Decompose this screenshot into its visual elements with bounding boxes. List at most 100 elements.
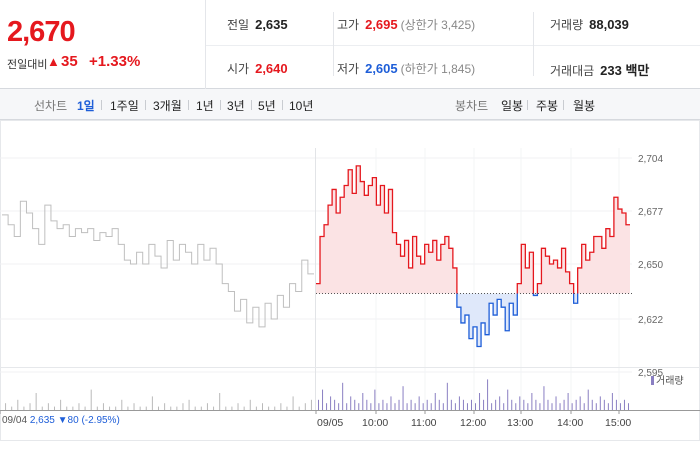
volume-bar bbox=[398, 399, 400, 410]
chart-canvas[interactable]: 2,595 2,622 2,650 2,677 2,704 09/05 10:00 11:00… bbox=[0, 120, 700, 450]
quote-header: 2,670 전일대비 ▲ 35 +1.33% 전일 2,635 시가 2,640 고… bbox=[0, 0, 700, 89]
x-tick-label: 14:00 bbox=[557, 417, 583, 429]
volume-bar bbox=[495, 399, 497, 410]
candle-monthly-button[interactable]: 월봉 bbox=[573, 99, 596, 113]
low-label: 저가 bbox=[337, 62, 360, 76]
volume-bar bbox=[527, 403, 529, 410]
period-10y-button[interactable]: 10년 bbox=[289, 99, 314, 113]
volume-label: 거래량 bbox=[550, 18, 584, 32]
volume-bar bbox=[29, 403, 31, 410]
volume-bar bbox=[370, 403, 372, 410]
volume-bar bbox=[139, 406, 141, 410]
period-3m-button[interactable]: 3개월 bbox=[153, 99, 182, 113]
volume-bar bbox=[145, 406, 147, 410]
divider bbox=[220, 100, 221, 110]
volume-bar bbox=[274, 406, 276, 410]
prev-day-line bbox=[2, 200, 314, 328]
volume-bar bbox=[35, 393, 37, 410]
prev-close-value: 2,635 bbox=[255, 17, 288, 32]
candle-daily-button[interactable]: 일봉 bbox=[501, 99, 524, 113]
divider bbox=[563, 100, 564, 110]
volume-value: 88,039 bbox=[589, 17, 629, 32]
volume-bar bbox=[422, 403, 424, 410]
volume-bar bbox=[346, 403, 348, 410]
volume-bar bbox=[47, 403, 49, 410]
current-day-line-up bbox=[316, 165, 630, 294]
volume-bar bbox=[158, 406, 159, 410]
prev-day-info: 09/04 2,635 ▼80 (-2.95%) bbox=[2, 415, 120, 426]
price-summary: 2,670 전일대비 ▲ 35 +1.33% bbox=[0, 0, 206, 89]
volume-stat: 거래량 88,039 bbox=[550, 16, 629, 33]
volume-bar bbox=[603, 399, 605, 410]
volume-bar bbox=[115, 406, 117, 410]
prev-close-stat: 전일 2,635 bbox=[227, 16, 288, 33]
volume-bar bbox=[462, 399, 464, 410]
volume-bar bbox=[310, 399, 312, 410]
prev-close-label: 전일 bbox=[227, 18, 250, 32]
volume-bar bbox=[418, 396, 420, 410]
volume-bar bbox=[17, 399, 19, 410]
volume-bar bbox=[358, 403, 360, 410]
up-arrow-icon: ▲ bbox=[47, 54, 60, 69]
change-rate: +1.33% bbox=[89, 53, 141, 70]
volume-bar bbox=[515, 403, 517, 410]
period-5y-button[interactable]: 5년 bbox=[258, 99, 276, 113]
volume-bar bbox=[555, 396, 557, 410]
volume-bar bbox=[479, 393, 481, 410]
period-1w-button[interactable]: 1주일 bbox=[110, 99, 139, 113]
upper-limit: (상한가 3,425) bbox=[400, 18, 476, 32]
period-3y-button[interactable]: 3년 bbox=[227, 99, 245, 113]
volume-bar bbox=[292, 396, 294, 410]
volume-bar bbox=[121, 399, 123, 410]
x-tick-label: 12:00 bbox=[460, 417, 486, 429]
up-area bbox=[316, 165, 630, 294]
volume-bar bbox=[78, 403, 80, 410]
volume-bar bbox=[511, 399, 513, 410]
volume-bar bbox=[595, 403, 597, 410]
volume-bar bbox=[563, 399, 565, 410]
volume-bar bbox=[523, 399, 525, 410]
period-1y-button[interactable]: 1년 bbox=[196, 99, 214, 113]
volume-bar bbox=[587, 389, 589, 410]
volume-swatch-icon bbox=[651, 376, 654, 385]
high-label: 고가 bbox=[337, 18, 360, 32]
volume-bar bbox=[619, 403, 621, 410]
volume-bar bbox=[164, 403, 166, 410]
x-tick-label: 13:00 bbox=[507, 417, 533, 429]
price-chart[interactable]: 2,595 2,622 2,650 2,677 2,704 09/05 10:00 11:00… bbox=[0, 120, 700, 450]
volume-bar bbox=[350, 396, 352, 410]
volume-bar bbox=[475, 403, 477, 410]
volume-bar bbox=[531, 393, 533, 410]
volume-bar bbox=[567, 393, 569, 410]
down-area bbox=[316, 293, 630, 347]
high-stat: 고가 2,695 (상한가 3,425) bbox=[337, 16, 475, 33]
volume-bar bbox=[438, 399, 440, 410]
low-value: 2,605 bbox=[365, 61, 398, 76]
candle-weekly-button[interactable]: 주봉 bbox=[536, 99, 559, 113]
prev-day-rate: (-2.95%) bbox=[81, 415, 120, 426]
prev-day-change: ▼80 bbox=[57, 415, 79, 426]
low-stat: 저가 2,605 (하한가 1,845) bbox=[337, 60, 475, 77]
volume-bar bbox=[579, 396, 581, 410]
volume-bar bbox=[322, 389, 324, 410]
volume-bar bbox=[237, 403, 239, 410]
y-tick-label: 2,650 bbox=[638, 260, 663, 271]
period-1d-button[interactable]: 1일 bbox=[77, 99, 95, 113]
x-tick-label: 11:00 bbox=[411, 417, 437, 429]
divider bbox=[251, 100, 252, 110]
divider bbox=[527, 100, 528, 110]
volume-bar bbox=[330, 396, 332, 410]
y-tick-label: 2,677 bbox=[638, 207, 663, 218]
volume-bar bbox=[249, 399, 251, 410]
volume-bar bbox=[286, 406, 288, 410]
volume-bar bbox=[318, 399, 320, 410]
volume-bar bbox=[213, 406, 215, 410]
volume-bar bbox=[466, 403, 468, 410]
volume-bar bbox=[268, 406, 270, 410]
volume-bar bbox=[491, 403, 493, 410]
volume-bar bbox=[607, 403, 609, 410]
line-chart-label: 선차트 bbox=[34, 99, 68, 113]
change-label: 전일대비 bbox=[7, 59, 48, 71]
volume-bar bbox=[366, 399, 368, 410]
volume-bar bbox=[194, 406, 196, 410]
